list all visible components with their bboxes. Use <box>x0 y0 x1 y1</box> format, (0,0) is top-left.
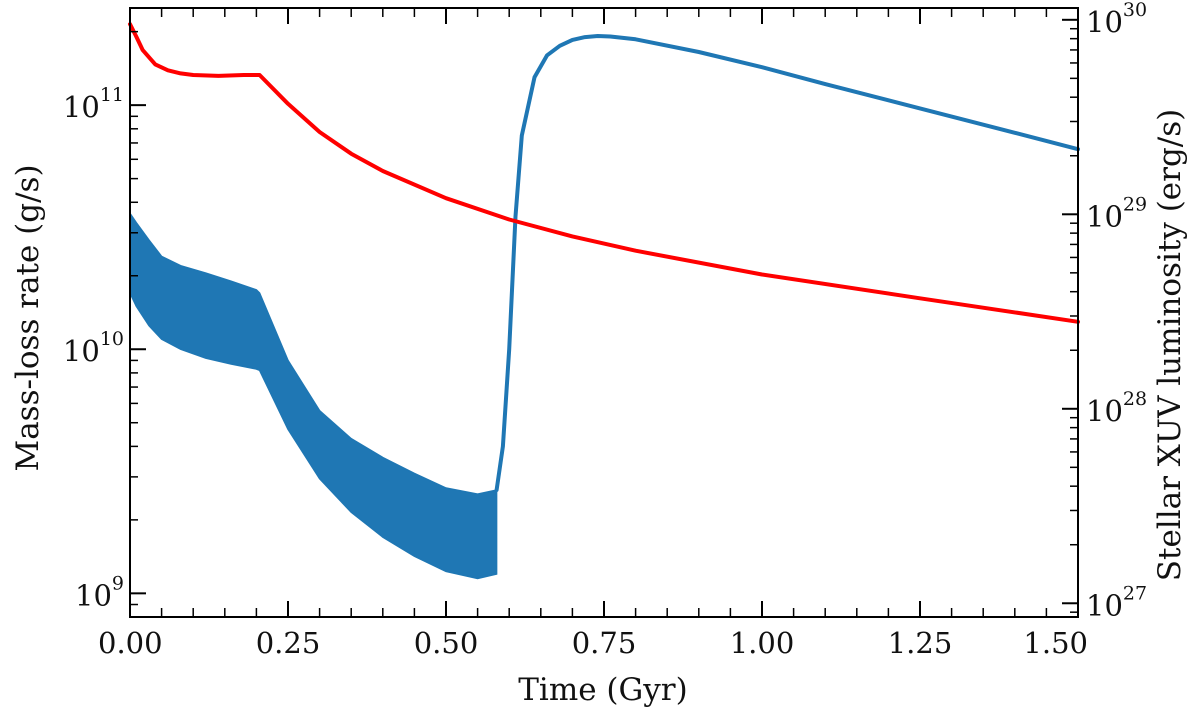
y-axis-right-label: Stellar XUV luminosity (erg/s) <box>1152 109 1188 581</box>
x-tick-label: 0.00 <box>98 626 163 660</box>
mass-loss-band-layer <box>129 34 1080 580</box>
y-left-tick-label: 1011 <box>63 84 124 124</box>
x-tick-label: 0.50 <box>414 626 479 660</box>
x-tick-label: 1.00 <box>730 626 795 660</box>
x-tick-label: 0.75 <box>572 626 637 660</box>
y-right-tick-label: 1028 <box>1086 388 1147 428</box>
series-0-xuv-luminosity-line <box>128 22 1080 324</box>
plot-frame <box>129 7 1079 618</box>
y-left-tick-label: 1010 <box>63 328 124 368</box>
y-right-tick-label: 1029 <box>1086 193 1147 233</box>
series-line-layer <box>128 22 1080 324</box>
series-1-mass-loss-band <box>129 210 498 580</box>
x-tick-label: 1.25 <box>888 626 953 660</box>
y-axis-left-label: Mass-loss rate (g/s) <box>10 164 46 471</box>
x-tick-label: 1.50 <box>1023 626 1088 660</box>
y-right-tick-label: 1030 <box>1086 0 1147 39</box>
series-2-mass-loss-line <box>494 34 1080 492</box>
x-tick-label: 0.25 <box>256 626 321 660</box>
tick-layer: 0.00 0.25 0.50 0.75 1.00 1.25 1.50 109 1010 1011 1… <box>63 0 1147 660</box>
y-right-tick-label: 1027 <box>1086 582 1147 622</box>
x-axis-label: Time (Gyr) <box>518 672 687 708</box>
y-left-tick-label: 109 <box>75 572 124 612</box>
